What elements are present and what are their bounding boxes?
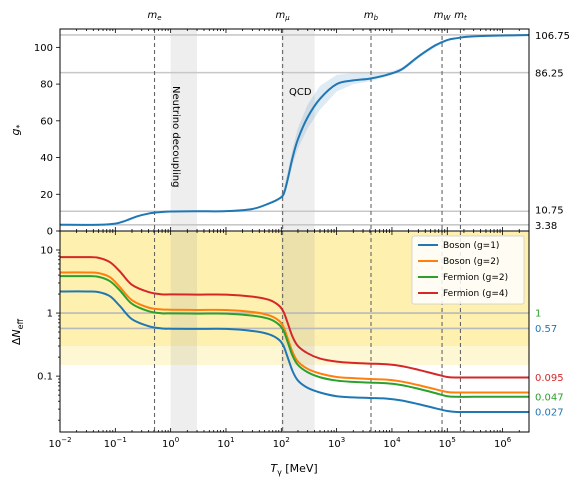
top-threshold-labels: me mμ mb mW mt bbox=[147, 10, 466, 22]
y-tick-label: 80 bbox=[40, 80, 53, 91]
bottom-y-axis-label: ΔNeff bbox=[10, 318, 25, 345]
bottom-right-label-0: 1 bbox=[535, 309, 541, 320]
y-tick-label: 40 bbox=[40, 153, 53, 164]
top-gray-bands bbox=[170, 29, 315, 231]
legend-entries: Boson (g=1) Boson (g=2) Fermion (g=2) Fermi… bbox=[418, 241, 508, 299]
bottom-value-label-0: 0.095 bbox=[535, 373, 564, 384]
y-tick-label: 0.1 bbox=[37, 372, 53, 383]
x-axis-label: Tγ [MeV] bbox=[270, 462, 317, 477]
gray-band-top-0 bbox=[170, 29, 198, 231]
top-uncertainty-band bbox=[278, 40, 448, 200]
x-tick-label: 103 bbox=[328, 436, 345, 450]
top-right-labels: 106.75 86.25 10.75 3.38 bbox=[535, 31, 570, 232]
x-tick-label: 102 bbox=[273, 436, 290, 450]
gray-band-top-1 bbox=[281, 29, 315, 231]
gray-band-bottom-1 bbox=[281, 231, 315, 432]
y-tick-label: 10 bbox=[40, 245, 53, 256]
bottom-value-label-2: 0.027 bbox=[535, 407, 564, 418]
x-tick-label: 105 bbox=[439, 436, 456, 450]
gray-band-bottom-0 bbox=[170, 231, 198, 432]
bottom-series bbox=[60, 256, 529, 414]
threshold-label-4: mt bbox=[454, 10, 467, 22]
top-panel: 0 20 40 60 80 100 me mμ mb mW mt 106.75 86.25 10.75… bbox=[9, 10, 570, 238]
delta-neff-line-2 bbox=[60, 275, 529, 398]
g-star-line bbox=[60, 33, 529, 226]
top-y-axis-label: g* bbox=[9, 125, 24, 136]
legend-label-3: Fermion (g=4) bbox=[443, 289, 508, 299]
top-right-label-2: 10.75 bbox=[535, 205, 564, 216]
delta-neff-line-1 bbox=[60, 271, 529, 394]
bottom-gray-bands bbox=[170, 231, 315, 432]
x-tick-label: 101 bbox=[217, 436, 234, 450]
top-reference-lines bbox=[60, 34, 529, 226]
top-right-label-1: 86.25 bbox=[535, 69, 564, 80]
x-tick-label: 10−2 bbox=[48, 436, 71, 450]
g-star-uncertainty-band bbox=[278, 40, 448, 200]
legend: Boson (g=1) Boson (g=2) Fermion (g=2) Fermi… bbox=[411, 235, 525, 305]
legend-label-2: Fermion (g=2) bbox=[443, 273, 508, 283]
threshold-label-1: mμ bbox=[276, 10, 291, 22]
y-tick-label: 1 bbox=[47, 309, 53, 320]
legend-box bbox=[411, 235, 525, 305]
bottom-reference-lines bbox=[60, 312, 529, 330]
bottom-x-ticks: 10−2 10−1 100 101 102 103 104 105 106 bbox=[48, 231, 530, 450]
legend-label-0: Boson (g=1) bbox=[443, 241, 499, 251]
x-tick-label: 106 bbox=[494, 436, 512, 450]
delta-neff-line-0 bbox=[60, 290, 529, 414]
y-tick-label: 20 bbox=[40, 190, 53, 201]
bottom-right-labels: 1 0.57 0.095 0.047 0.027 bbox=[535, 309, 564, 419]
neutrino-decoupling-annotation: Neutrino decoupling bbox=[170, 86, 181, 187]
bottom-axes-frame bbox=[59, 230, 530, 433]
y-tick-label: 100 bbox=[34, 43, 53, 54]
threshold-label-3: mW bbox=[434, 10, 452, 22]
legend-label-1: Boson (g=2) bbox=[443, 257, 499, 267]
top-y-ticks: 0 20 40 60 80 100 bbox=[34, 43, 60, 238]
bottom-threshold-lines bbox=[153, 231, 461, 432]
delta-neff-line-3 bbox=[60, 256, 529, 379]
x-tick-label: 104 bbox=[383, 436, 401, 450]
y-tick-label: 60 bbox=[40, 116, 53, 127]
top-right-label-3: 3.38 bbox=[535, 221, 557, 232]
threshold-label-0: me bbox=[147, 10, 161, 22]
x-tick-label: 10−1 bbox=[104, 436, 127, 450]
top-x-ticks bbox=[59, 29, 530, 231]
x-tick-label: 100 bbox=[162, 436, 179, 450]
bottom-y-ticks: 0.1 1 10 bbox=[37, 230, 60, 421]
qcd-annotation: QCD bbox=[289, 87, 312, 98]
threshold-label-2: mb bbox=[364, 10, 379, 22]
y-tick-label: 0 bbox=[47, 227, 53, 238]
top-right-label-0: 106.75 bbox=[535, 31, 570, 42]
bottom-right-label-1: 0.57 bbox=[535, 324, 557, 335]
bottom-value-label-1: 0.047 bbox=[535, 392, 564, 403]
top-series bbox=[60, 33, 529, 226]
